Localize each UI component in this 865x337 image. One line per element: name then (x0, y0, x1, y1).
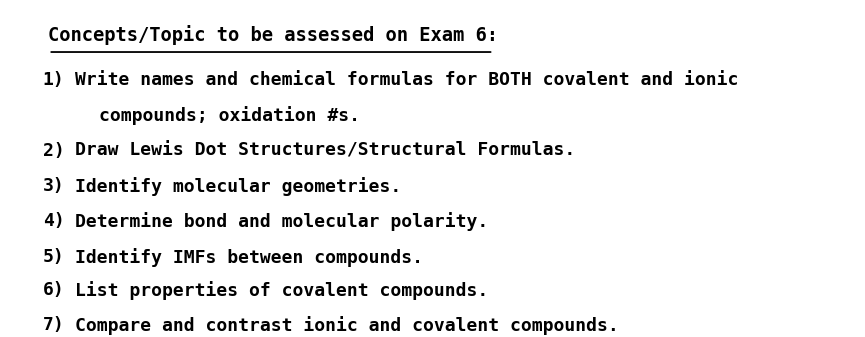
Text: Concepts/Topic to be assessed on Exam 6:: Concepts/Topic to be assessed on Exam 6: (48, 25, 498, 45)
Text: Identify molecular geometries.: Identify molecular geometries. (75, 177, 401, 196)
Text: Identify IMFs between compounds.: Identify IMFs between compounds. (75, 248, 423, 267)
Text: 5): 5) (42, 248, 65, 266)
Text: List properties of covalent compounds.: List properties of covalent compounds. (75, 281, 488, 300)
Text: 6): 6) (42, 281, 65, 299)
Text: 1): 1) (42, 71, 65, 89)
Text: Write names and chemical formulas for BOTH covalent and ionic: Write names and chemical formulas for BO… (75, 71, 739, 89)
Text: compounds; oxidation #s.: compounds; oxidation #s. (99, 106, 360, 125)
Text: Draw Lewis Dot Structures/Structural Formulas.: Draw Lewis Dot Structures/Structural For… (75, 142, 575, 159)
Text: 4): 4) (42, 212, 65, 231)
Text: Determine bond and molecular polarity.: Determine bond and molecular polarity. (75, 212, 488, 232)
Text: 2): 2) (42, 142, 65, 159)
Text: Compare and contrast ionic and covalent compounds.: Compare and contrast ionic and covalent … (75, 316, 618, 335)
Text: 3): 3) (42, 177, 65, 195)
Text: 7): 7) (42, 316, 65, 334)
